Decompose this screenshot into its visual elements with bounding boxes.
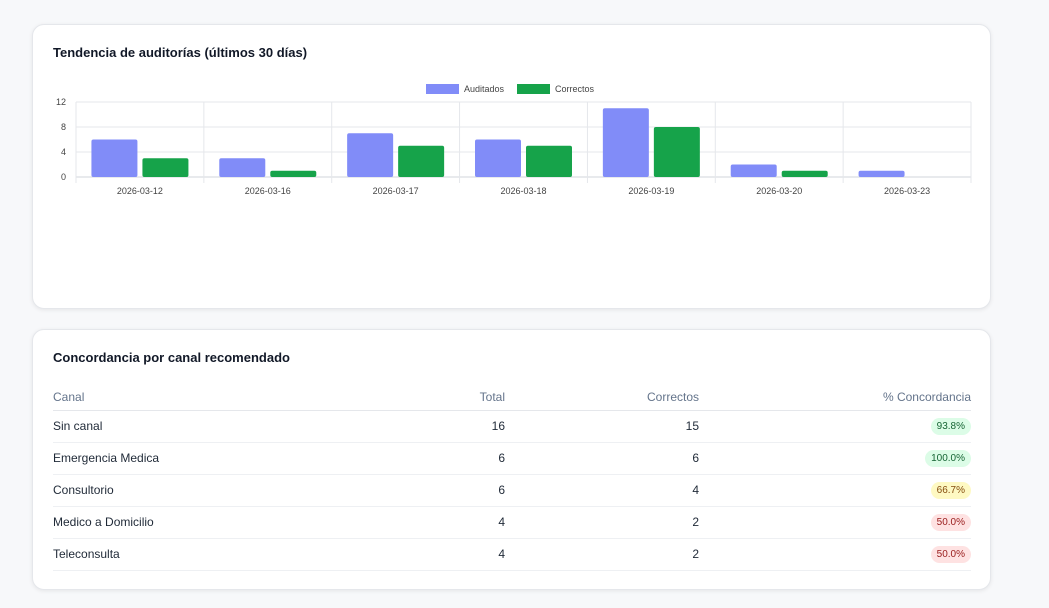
y-tick-label: 4 bbox=[61, 147, 66, 157]
bar-correctos bbox=[142, 158, 189, 177]
x-tick-label: 2026-03-12 bbox=[117, 186, 163, 196]
table-row: Consultorio 6 4 66.7% bbox=[53, 474, 971, 507]
table-row: Medico a Domicilio 4 2 50.0% bbox=[53, 506, 971, 539]
cell-correctos: 2 bbox=[505, 506, 699, 539]
concordance-badge: 50.0% bbox=[930, 545, 971, 563]
cell-pct: 50.0% bbox=[699, 506, 971, 539]
trend-title: Tendencia de auditorías (últimos 30 días… bbox=[53, 45, 308, 60]
table-row: Teleconsulta 4 2 50.0% bbox=[53, 538, 971, 571]
cell-total: 4 bbox=[353, 506, 505, 539]
cell-pct: 50.0% bbox=[699, 538, 971, 571]
bar-auditados bbox=[730, 164, 777, 177]
legend-swatch-auditados bbox=[426, 84, 459, 94]
trend-card: Tendencia de auditorías (últimos 30 días… bbox=[32, 24, 991, 309]
cell-correctos: 4 bbox=[505, 474, 699, 507]
cell-total: 6 bbox=[353, 442, 505, 475]
concordance-badge: 50.0% bbox=[930, 513, 971, 531]
header-correctos: Correctos bbox=[505, 384, 699, 411]
concordance-title: Concordancia por canal recomendado bbox=[53, 350, 290, 365]
bar-auditados bbox=[219, 158, 266, 177]
y-tick-label: 12 bbox=[56, 97, 66, 107]
concordance-card: Concordancia por canal recomendado Canal… bbox=[32, 329, 991, 590]
cell-total: 4 bbox=[353, 538, 505, 571]
x-tick-label: 2026-03-23 bbox=[884, 186, 930, 196]
table-header-row: Canal Total Correctos % Concordancia bbox=[53, 384, 971, 411]
concordance-badge: 100.0% bbox=[925, 449, 971, 467]
cell-canal: Consultorio bbox=[53, 474, 353, 507]
bar-auditados bbox=[347, 133, 394, 177]
concordance-badge: 93.8% bbox=[930, 417, 971, 435]
y-tick-label: 8 bbox=[61, 122, 66, 132]
legend-label: Correctos bbox=[555, 84, 595, 94]
bar-correctos bbox=[526, 145, 572, 177]
concordance-badge: 66.7% bbox=[930, 481, 971, 499]
bar-correctos bbox=[270, 170, 317, 177]
cell-total: 6 bbox=[353, 474, 505, 507]
x-tick-label: 2026-03-20 bbox=[756, 186, 802, 196]
bar-auditados bbox=[858, 170, 905, 177]
bar-auditados bbox=[475, 139, 521, 177]
x-tick-label: 2026-03-18 bbox=[500, 186, 546, 196]
cell-correctos: 15 bbox=[505, 410, 699, 443]
table-row: Sin canal 16 15 93.8% bbox=[53, 410, 971, 443]
x-tick-label: 2026-03-16 bbox=[245, 186, 291, 196]
cell-pct: 93.8% bbox=[699, 410, 971, 443]
cell-canal: Emergencia Medica bbox=[53, 442, 353, 475]
header-canal: Canal bbox=[53, 384, 353, 411]
cell-canal: Sin canal bbox=[53, 410, 353, 443]
cell-correctos: 2 bbox=[505, 538, 699, 571]
legend-swatch-correctos bbox=[517, 84, 550, 94]
concordance-table: Canal Total Correctos % Concordancia Sin… bbox=[53, 384, 971, 571]
cell-canal: Medico a Domicilio bbox=[53, 506, 353, 539]
y-tick-label: 0 bbox=[61, 172, 66, 182]
legend-label: Auditados bbox=[464, 84, 505, 94]
header-total: Total bbox=[353, 384, 505, 411]
bar-auditados bbox=[602, 108, 649, 177]
bar-correctos bbox=[781, 170, 828, 177]
cell-pct: 100.0% bbox=[699, 442, 971, 475]
bar-correctos bbox=[398, 145, 445, 177]
x-tick-label: 2026-03-17 bbox=[373, 186, 419, 196]
cell-correctos: 6 bbox=[505, 442, 699, 475]
cell-total: 16 bbox=[353, 410, 505, 443]
bar-correctos bbox=[653, 127, 700, 177]
header-pct: % Concordancia bbox=[699, 384, 971, 411]
bar-auditados bbox=[91, 139, 138, 177]
cell-canal: Teleconsulta bbox=[53, 538, 353, 571]
cell-pct: 66.7% bbox=[699, 474, 971, 507]
x-tick-label: 2026-03-19 bbox=[628, 186, 674, 196]
trend-chart: 0 4 8 12 2026-03-12 2026-03-16 2026-03-17 2026-… bbox=[56, 84, 972, 196]
table-row: Emergencia Medica 6 6 100.0% bbox=[53, 442, 971, 475]
